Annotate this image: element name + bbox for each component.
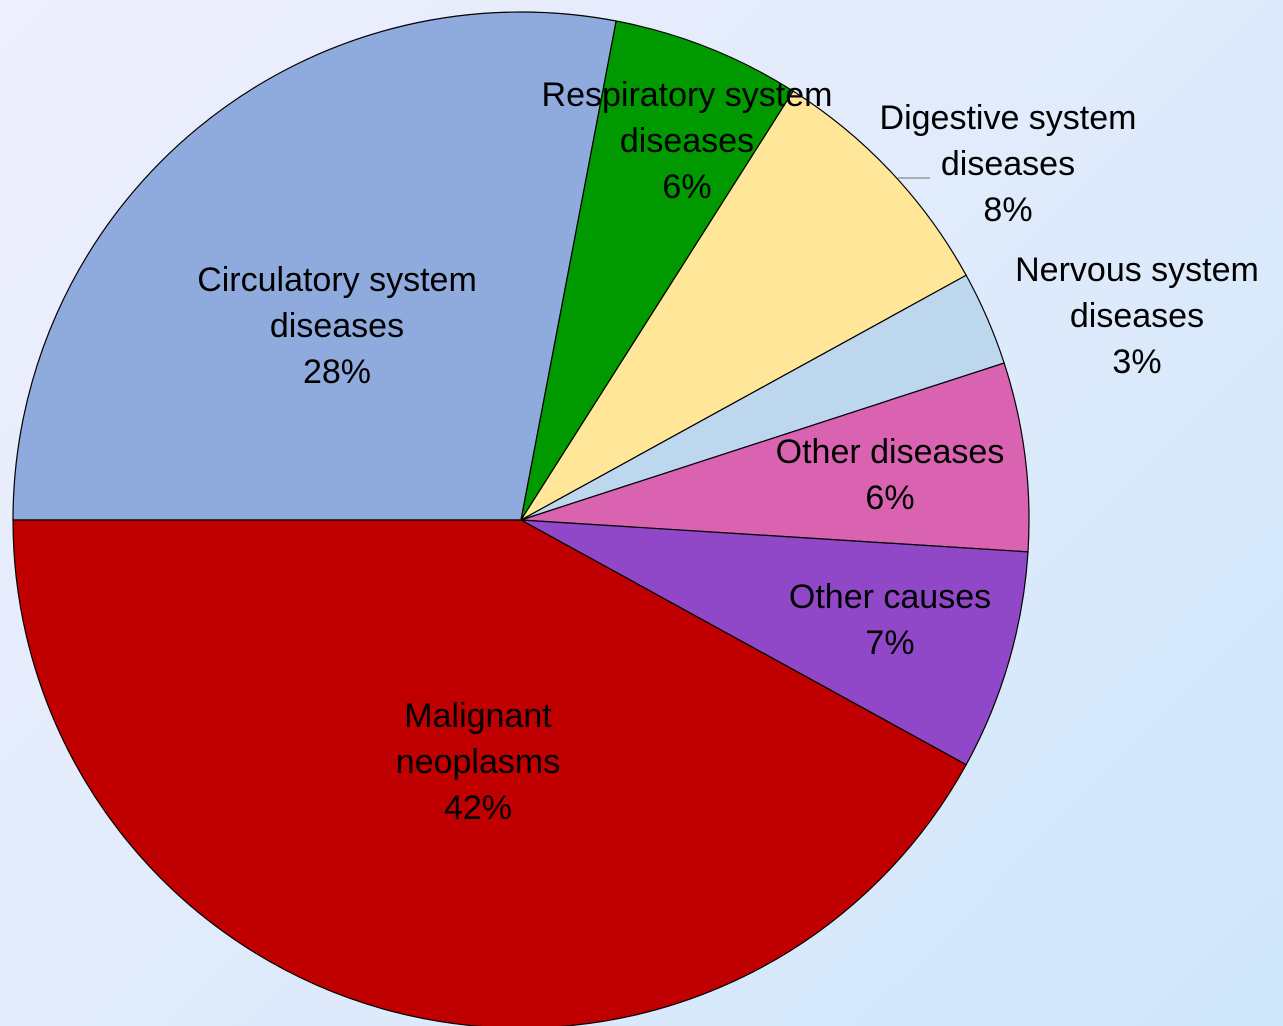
- slice-label: Other diseases 6%: [740, 429, 1040, 521]
- pie-slice: [520, 90, 967, 521]
- pie-slice: [12, 519, 967, 1026]
- category-name: Other diseases: [775, 433, 1005, 471]
- slice-label: Circulatory system diseases 28%: [182, 257, 492, 395]
- value-label: 8%: [983, 191, 1033, 229]
- value-label: 7%: [865, 624, 915, 662]
- value-label: 3%: [1112, 343, 1162, 381]
- value-label: 6%: [662, 168, 712, 206]
- category-name: Respiratory system diseases: [541, 76, 833, 160]
- slice-label: Digestive system diseases 8%: [853, 95, 1163, 233]
- value-label: 42%: [443, 789, 513, 827]
- pie-slice: [520, 20, 795, 521]
- slice-label: Respiratory system diseases 6%: [537, 72, 837, 210]
- value-label: 6%: [865, 479, 915, 517]
- slice-label: Nervous system diseases 3%: [992, 247, 1282, 385]
- category-name: Malignant neoplasms: [395, 697, 561, 781]
- category-name: Other causes: [788, 578, 992, 616]
- slice-label: Malignant neoplasms 42%: [378, 693, 578, 831]
- slice-label: Other causes 7%: [740, 574, 1040, 666]
- category-name: Circulatory system diseases: [197, 261, 477, 345]
- value-label: 28%: [302, 353, 372, 391]
- category-name: Nervous system diseases: [1015, 251, 1259, 335]
- pie-slice: [12, 11, 617, 521]
- pie-slice: [520, 362, 1030, 553]
- category-name: Digestive system diseases: [879, 99, 1137, 183]
- pie-slice: [520, 519, 1029, 766]
